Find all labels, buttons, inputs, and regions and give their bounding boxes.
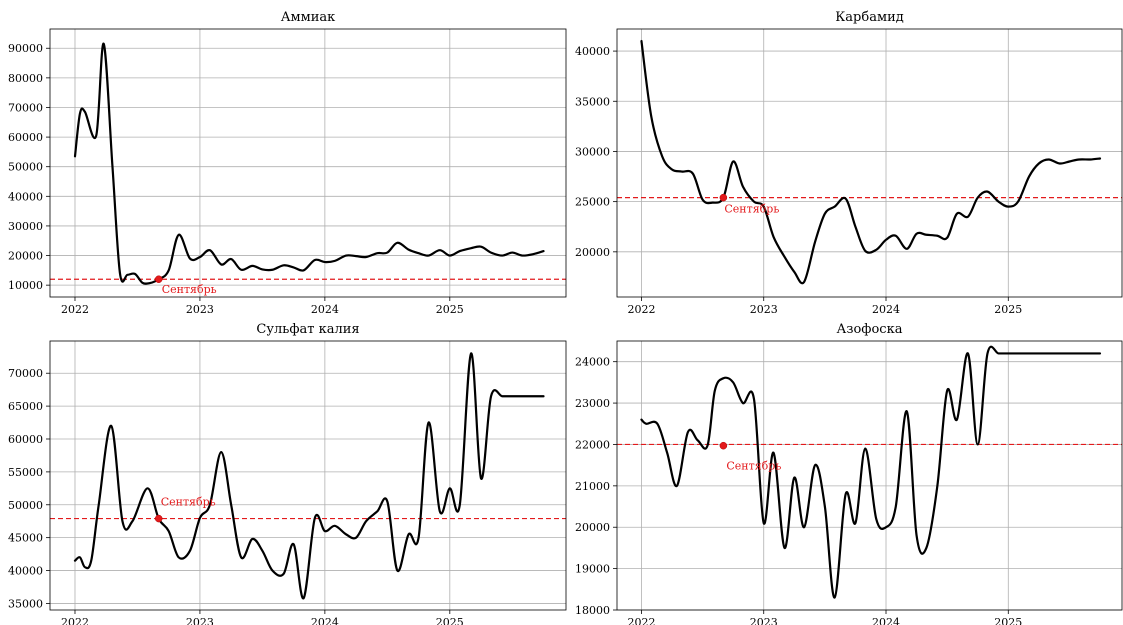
marker-label: Сентябрь xyxy=(724,203,779,216)
x-tick-label: 2022 xyxy=(627,303,655,316)
y-tick-label: 70000 xyxy=(8,367,43,380)
y-tick-label: 50000 xyxy=(8,499,43,512)
marker-point xyxy=(154,514,163,523)
chart-azofoska: Сентябрь 2022 2023 2024 2025 18000 19000 20000 2… xyxy=(575,322,1123,625)
y-tick-label: 25000 xyxy=(575,196,610,209)
y-tick-label: 22000 xyxy=(575,438,610,451)
y-tick-label: 21000 xyxy=(575,480,610,493)
y-tick-label: 40000 xyxy=(575,45,610,58)
y-tick-label: 24000 xyxy=(575,356,610,369)
marker-point xyxy=(719,193,728,202)
x-tick-label: 2025 xyxy=(994,616,1022,625)
x-tick-label: 2023 xyxy=(186,616,214,625)
y-tick-label: 20000 xyxy=(575,246,610,259)
marker-label: Сентябрь xyxy=(162,283,217,296)
chart-title: Азофоска xyxy=(837,322,903,337)
y-tick-label: 70000 xyxy=(8,101,43,114)
plot-frame xyxy=(616,28,1123,298)
marker-point xyxy=(719,441,728,450)
x-tick-label: 2022 xyxy=(61,303,89,316)
y-tick-label: 45000 xyxy=(8,532,43,545)
series-line xyxy=(73,352,545,600)
series-line xyxy=(640,39,1102,285)
chart-title: Аммиак xyxy=(281,10,336,25)
x-tick-label: 2025 xyxy=(436,303,464,316)
plot-frame xyxy=(616,340,1123,611)
x-tick-label: 2024 xyxy=(311,303,339,316)
y-tick-label: 35000 xyxy=(575,95,610,108)
y-tick-label: 23000 xyxy=(575,397,610,410)
x-tick-label: 2022 xyxy=(627,616,655,625)
x-tick-label: 2023 xyxy=(750,303,778,316)
y-tick-label: 30000 xyxy=(8,220,43,233)
x-tick-label: 2025 xyxy=(994,303,1022,316)
chart-potassium-sulfate: Сентябрь 2022 2023 2024 2025 35000 40000 45000 5… xyxy=(8,322,567,625)
x-tick-label: 2025 xyxy=(436,616,464,625)
y-tick-label: 19000 xyxy=(575,563,610,576)
marker-label: Сентябрь xyxy=(726,460,781,473)
y-tick-label: 80000 xyxy=(8,72,43,85)
y-tick-label: 18000 xyxy=(575,604,610,617)
x-tick-label: 2023 xyxy=(186,303,214,316)
y-tick-label: 35000 xyxy=(8,597,43,610)
plot-frame xyxy=(49,28,567,298)
chart-title: Сульфат калия xyxy=(256,322,359,337)
x-tick-label: 2024 xyxy=(872,616,900,625)
chart-ammonia: Сентябрь 2022 2023 2024 2025 10000 20000 30000 4… xyxy=(8,10,567,316)
y-tick-label: 10000 xyxy=(8,279,43,292)
x-tick-label: 2022 xyxy=(61,616,89,625)
y-tick-label: 90000 xyxy=(8,42,43,55)
marker-point xyxy=(154,275,163,283)
chart-title: Карбамид xyxy=(835,10,904,25)
series-line xyxy=(73,42,545,285)
plot-frame xyxy=(49,340,567,611)
y-tick-label: 40000 xyxy=(8,565,43,578)
series-line xyxy=(640,345,1102,599)
y-tick-label: 20000 xyxy=(8,250,43,263)
y-tick-label: 60000 xyxy=(8,433,43,446)
marker-label: Сентябрь xyxy=(161,496,216,509)
x-tick-label: 2023 xyxy=(750,616,778,625)
y-tick-label: 55000 xyxy=(8,466,43,479)
chart-carbamide: Сентябрь 2022 2023 2024 2025 20000 25000 30000 3… xyxy=(575,10,1123,316)
y-tick-label: 60000 xyxy=(8,131,43,144)
x-tick-label: 2024 xyxy=(872,303,900,316)
y-tick-label: 30000 xyxy=(575,145,610,158)
y-tick-label: 40000 xyxy=(8,190,43,203)
y-tick-label: 50000 xyxy=(8,161,43,174)
y-tick-label: 65000 xyxy=(8,400,43,413)
x-tick-label: 2024 xyxy=(311,616,339,625)
y-tick-label: 20000 xyxy=(575,521,610,534)
